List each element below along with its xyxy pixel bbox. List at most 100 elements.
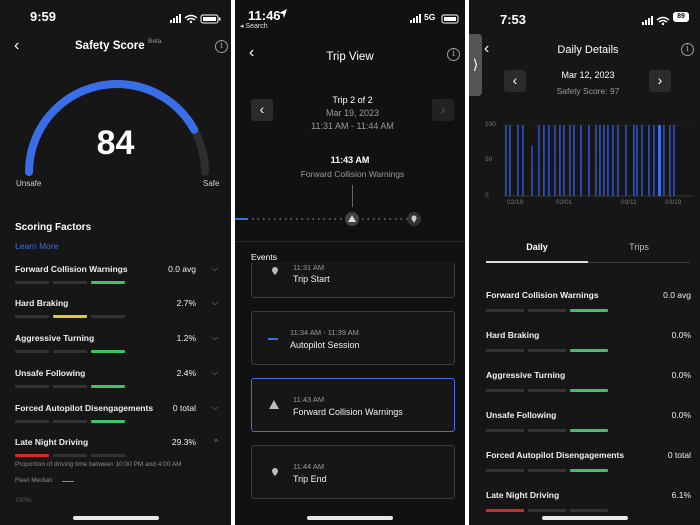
trip-counter: Trip 2 of 2 bbox=[332, 95, 373, 105]
page-title: Trip View bbox=[326, 51, 374, 63]
tab-daily[interactable]: Daily bbox=[526, 242, 548, 252]
chevron-up-icon[interactable]: ^ bbox=[214, 438, 218, 447]
info-icon[interactable]: i bbox=[447, 48, 460, 61]
trip-timeline[interactable] bbox=[235, 209, 465, 229]
next-day-button[interactable]: › bbox=[649, 70, 671, 92]
factor-value: 0.0% bbox=[671, 330, 691, 340]
side-panel-handle[interactable]: ⟩ bbox=[469, 34, 482, 96]
factor-bars bbox=[486, 389, 691, 392]
chart-bar bbox=[573, 125, 575, 196]
event-title: Autopilot Session bbox=[290, 340, 360, 350]
signal-wifi-battery-icon bbox=[170, 14, 221, 24]
event-time: 11:34 AM - 11:39 AM bbox=[290, 328, 359, 337]
chart-bar bbox=[595, 125, 597, 196]
factor-row[interactable]: Forward Collision Warnings 0.0 avg ⌵ bbox=[15, 264, 220, 284]
daily-details-screen: ⟩ 7:53 89 ‹ Daily Details i ‹ › Mar 12, … bbox=[469, 0, 700, 525]
back-to-search-link[interactable]: ◂ Search bbox=[240, 23, 268, 30]
factor-bars bbox=[15, 385, 220, 388]
chart-bar bbox=[641, 125, 643, 196]
back-icon[interactable]: ‹ bbox=[14, 37, 20, 54]
autopilot-line-icon bbox=[268, 338, 278, 340]
chart-bar bbox=[633, 125, 635, 196]
tab-trips[interactable]: Trips bbox=[629, 242, 649, 252]
late-night-description: Proportion of driving time between 10:00… bbox=[15, 461, 182, 468]
chart-bar bbox=[653, 125, 655, 196]
chart-bar bbox=[517, 125, 519, 196]
x-tick-0319: 03/19 bbox=[665, 199, 682, 206]
status-icons bbox=[642, 13, 672, 31]
previous-day-button[interactable]: ‹ bbox=[504, 70, 526, 92]
home-indicator[interactable] bbox=[307, 516, 393, 520]
chart-bar bbox=[543, 125, 545, 196]
factor-bars bbox=[486, 309, 691, 312]
factor-value: 0.0% bbox=[671, 410, 691, 420]
factor-label: Hard Braking bbox=[15, 298, 69, 308]
info-icon[interactable]: i bbox=[681, 43, 694, 56]
map-pin-icon bbox=[272, 468, 278, 476]
beta-badge: Beta bbox=[148, 38, 162, 45]
x-tick-0219: 02/19 bbox=[507, 199, 524, 206]
home-indicator[interactable] bbox=[72, 516, 159, 520]
trip-time-range: 11:31 AM - 11:44 AM bbox=[311, 121, 394, 131]
home-indicator[interactable] bbox=[541, 516, 628, 520]
signal-wifi-icon bbox=[642, 16, 670, 26]
x-tick-0311: 03/11 bbox=[621, 199, 637, 206]
learn-more-link[interactable]: Learn More bbox=[15, 241, 59, 251]
event-card-trip-start[interactable]: 11:31 AM Trip Start bbox=[251, 262, 455, 298]
next-trip-button[interactable]: › bbox=[432, 99, 454, 121]
factor-label: Aggressive Turning bbox=[15, 333, 95, 343]
back-icon[interactable]: ‹ bbox=[249, 44, 255, 61]
factor-row-expanded[interactable]: Late Night Driving 29.3% ^ bbox=[15, 437, 220, 457]
scoring-factors-heading: Scoring Factors bbox=[15, 222, 92, 233]
factor-label: Forward Collision Warnings bbox=[15, 264, 128, 274]
factor-value: 0 total bbox=[172, 403, 196, 413]
factor-bars bbox=[15, 454, 220, 457]
chevron-down-icon[interactable]: ⌵ bbox=[211, 368, 218, 377]
factor-bars bbox=[15, 315, 220, 318]
chart-bar bbox=[663, 125, 665, 196]
chart-bar bbox=[559, 125, 561, 196]
y-tick-50: 50 bbox=[485, 156, 493, 163]
event-card-autopilot[interactable]: 11:34 AM - 11:39 AM Autopilot Session bbox=[251, 311, 455, 365]
chart-bar bbox=[673, 125, 675, 196]
previous-trip-button[interactable]: ‹ bbox=[251, 99, 273, 121]
factor-row[interactable]: Aggressive Turning 1.2% ⌵ bbox=[15, 333, 220, 353]
info-icon[interactable]: i bbox=[215, 40, 228, 53]
daily-score-chart[interactable] bbox=[503, 122, 693, 200]
safe-label: Safe bbox=[203, 179, 220, 188]
factor-label: Unsafe Following bbox=[15, 368, 86, 378]
factor-label: Forced Autopilot Disengagements bbox=[486, 450, 625, 460]
factor-bars bbox=[15, 420, 220, 423]
chevron-down-icon[interactable]: ⌵ bbox=[211, 298, 218, 307]
status-icons bbox=[170, 11, 222, 29]
chevron-down-icon[interactable]: ⌵ bbox=[211, 333, 218, 342]
status-time: 7:53 bbox=[500, 12, 527, 27]
location-arrow-icon bbox=[279, 9, 287, 18]
chart-bar bbox=[625, 125, 627, 196]
factor-label: Aggressive Turning bbox=[486, 370, 566, 380]
score-gauge bbox=[25, 80, 209, 176]
tab-daily-indicator bbox=[486, 261, 588, 263]
chevron-down-icon[interactable]: ⌵ bbox=[211, 264, 218, 273]
factor-label: Unsafe Following bbox=[486, 410, 557, 420]
chevron-down-icon[interactable]: ⌵ bbox=[211, 403, 218, 412]
event-card-trip-end[interactable]: 11:44 AM Trip End bbox=[251, 445, 455, 499]
chart-bar bbox=[588, 125, 590, 196]
warning-triangle-icon bbox=[269, 400, 279, 409]
safety-score-screen: 9:59 ‹ Safety Score Beta i 84 Unsafe Saf… bbox=[0, 0, 231, 525]
event-card-fcw[interactable]: 11:43 AM Forward Collision Warnings bbox=[251, 378, 455, 432]
back-icon[interactable]: ‹ bbox=[484, 40, 490, 57]
factor-row[interactable]: Hard Braking 2.7% ⌵ bbox=[15, 298, 220, 318]
selected-date: Mar 12, 2023 bbox=[561, 70, 615, 80]
factor-row[interactable]: Unsafe Following 2.4% ⌵ bbox=[15, 368, 220, 388]
chart-bar bbox=[603, 125, 605, 196]
events-heading: Events bbox=[251, 252, 277, 262]
factor-bars bbox=[486, 349, 691, 352]
factor-value: 6.1% bbox=[671, 490, 691, 500]
chart-bar bbox=[607, 125, 609, 196]
signal-5g-battery-icon bbox=[410, 14, 459, 24]
factor-row[interactable]: Forced Autopilot Disengagements 0 total … bbox=[15, 403, 220, 423]
x-tick-0301: 03/01 bbox=[556, 199, 573, 206]
factor-value: 2.4% bbox=[176, 368, 196, 378]
score-gauge-fill bbox=[25, 80, 209, 176]
